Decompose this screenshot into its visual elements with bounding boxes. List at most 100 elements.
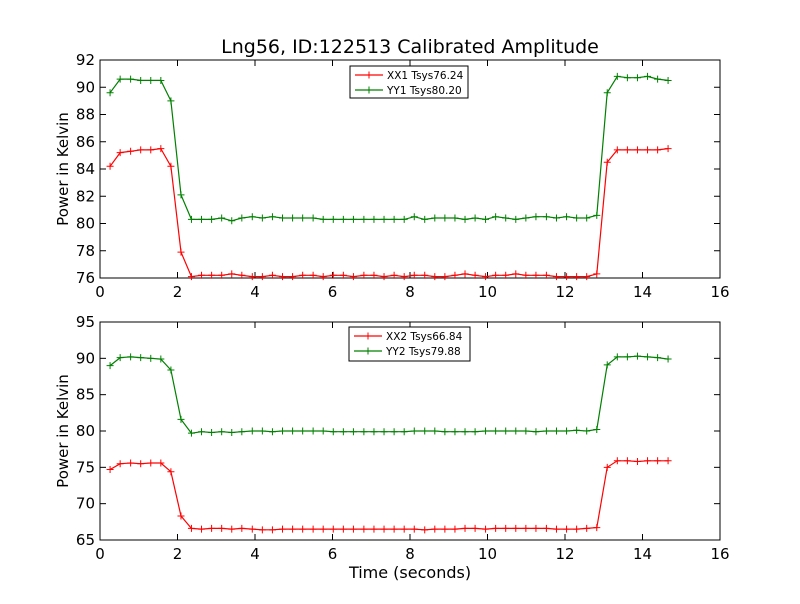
data-point bbox=[360, 428, 368, 436]
x-tick-label: 2 bbox=[173, 283, 183, 301]
data-point bbox=[268, 271, 276, 279]
data-point bbox=[218, 428, 226, 436]
data-point bbox=[603, 463, 611, 471]
data-point bbox=[400, 525, 408, 533]
data-point bbox=[390, 271, 398, 279]
data-point bbox=[410, 525, 418, 533]
data-point bbox=[390, 428, 398, 436]
data-point bbox=[644, 72, 652, 80]
data-point bbox=[167, 162, 175, 170]
data-point bbox=[573, 426, 581, 434]
data-point bbox=[644, 146, 652, 154]
x-tick-label: 14 bbox=[633, 283, 652, 301]
data-point bbox=[603, 361, 611, 369]
data-point bbox=[532, 213, 540, 221]
y-tick-label: 88 bbox=[76, 106, 95, 124]
x-tick-label: 2 bbox=[173, 545, 183, 563]
data-point bbox=[187, 429, 195, 437]
data-point bbox=[299, 214, 307, 222]
data-point bbox=[208, 215, 216, 223]
data-point bbox=[583, 273, 591, 281]
data-point bbox=[471, 428, 479, 436]
data-point bbox=[349, 525, 357, 533]
x-tick-label: 4 bbox=[250, 545, 260, 563]
y-tick-label: 82 bbox=[76, 187, 95, 205]
data-point bbox=[431, 214, 439, 222]
data-point bbox=[208, 428, 216, 436]
data-point bbox=[248, 427, 256, 435]
data-point bbox=[106, 162, 114, 170]
data-point bbox=[451, 428, 459, 436]
data-point bbox=[502, 214, 510, 222]
data-point bbox=[502, 427, 510, 435]
data-point bbox=[593, 426, 601, 434]
data-point bbox=[593, 524, 601, 532]
data-point bbox=[349, 215, 357, 223]
data-point bbox=[603, 89, 611, 97]
data-point bbox=[563, 427, 571, 435]
data-point bbox=[248, 525, 256, 533]
data-point bbox=[644, 353, 652, 361]
data-point bbox=[177, 191, 185, 199]
data-point bbox=[309, 427, 317, 435]
data-point bbox=[492, 271, 500, 279]
data-point bbox=[208, 524, 216, 532]
data-point bbox=[157, 145, 165, 153]
data-point bbox=[360, 271, 368, 279]
legend: XX1 Tsys76.24 YY1 Tsys80.20 bbox=[349, 65, 469, 99]
data-point bbox=[563, 273, 571, 281]
data-point bbox=[228, 428, 236, 436]
data-point bbox=[532, 271, 540, 279]
legend: XX2 Tsys66.84 YY2 Tsys79.88 bbox=[348, 326, 471, 362]
figure-title: Lng56, ID:122513 Calibrated Amplitude bbox=[221, 36, 599, 58]
data-point bbox=[198, 271, 206, 279]
data-point bbox=[268, 213, 276, 221]
data-point bbox=[563, 525, 571, 533]
data-point bbox=[127, 459, 135, 467]
data-point bbox=[654, 75, 662, 83]
data-point bbox=[502, 524, 510, 532]
data-point bbox=[664, 457, 672, 465]
data-point bbox=[177, 415, 185, 423]
data-point bbox=[198, 525, 206, 533]
data-point bbox=[157, 459, 165, 467]
data-point bbox=[482, 215, 490, 223]
x-tick-label: 0 bbox=[95, 283, 105, 301]
data-point bbox=[471, 214, 479, 222]
data-point bbox=[198, 215, 206, 223]
data-point bbox=[623, 74, 631, 82]
data-point bbox=[522, 524, 530, 532]
x-tick-label: 16 bbox=[710, 283, 729, 301]
data-point bbox=[228, 270, 236, 278]
data-point bbox=[238, 214, 246, 222]
x-axis-label: Time (seconds) bbox=[348, 563, 471, 582]
data-point bbox=[461, 428, 469, 436]
data-point bbox=[339, 525, 347, 533]
data-point bbox=[441, 214, 449, 222]
data-point bbox=[349, 428, 357, 436]
data-point bbox=[218, 271, 226, 279]
data-point bbox=[421, 427, 429, 435]
x-tick-label: 0 bbox=[95, 545, 105, 563]
data-point bbox=[289, 273, 297, 281]
data-point bbox=[664, 145, 672, 153]
data-point bbox=[268, 428, 276, 436]
data-point bbox=[127, 147, 135, 155]
legend-label: XX1 Tsys76.24 bbox=[387, 70, 464, 82]
y-tick-label: 90 bbox=[76, 78, 95, 96]
data-point bbox=[633, 352, 641, 360]
data-point bbox=[593, 270, 601, 278]
data-point bbox=[167, 468, 175, 476]
data-point bbox=[552, 525, 560, 533]
data-point bbox=[512, 427, 520, 435]
data-point bbox=[319, 427, 327, 435]
lower-panel: 0 2 4 6 8 10 12 14 16 65 70 75 80 85 90 95 Power in Kelv… bbox=[54, 313, 730, 563]
data-point bbox=[542, 427, 550, 435]
data-point bbox=[127, 75, 135, 83]
data-point bbox=[258, 214, 266, 222]
data-point bbox=[431, 427, 439, 435]
data-point bbox=[380, 525, 388, 533]
data-point bbox=[410, 427, 418, 435]
data-point bbox=[238, 524, 246, 532]
data-point bbox=[299, 271, 307, 279]
